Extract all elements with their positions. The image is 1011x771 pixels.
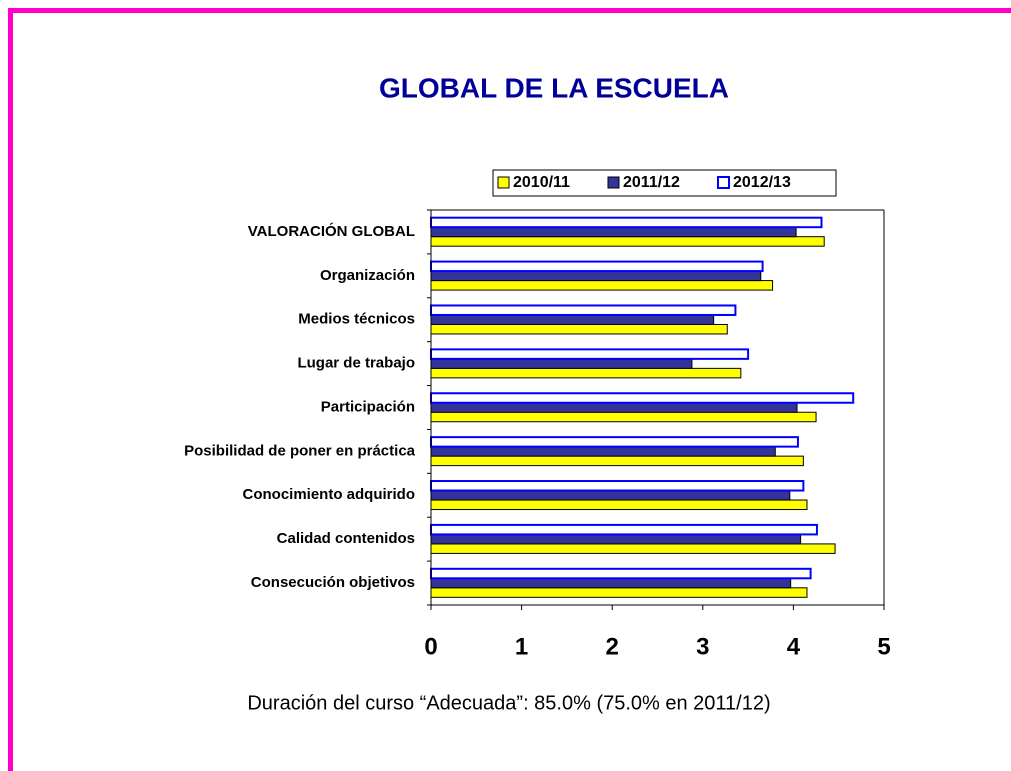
bar [430, 280, 774, 291]
bar [430, 323, 728, 335]
y-tick-label: Calidad contenidos [277, 530, 415, 547]
bar [430, 533, 802, 545]
x-tick-label: 0 [424, 633, 437, 660]
legend-box [492, 169, 837, 197]
bar [430, 314, 715, 325]
bar [430, 411, 817, 423]
y-tick-label: Consecución objetivos [251, 574, 415, 591]
x-tick-label: 4 [787, 633, 801, 660]
y-tick-label: VALORACIÓN GLOBAL [248, 222, 415, 240]
bar [430, 543, 836, 554]
legend-label: 2011/12 [623, 174, 680, 191]
y-tick-label: Organización [320, 267, 415, 284]
x-tick-label: 5 [877, 633, 890, 660]
bar [430, 567, 812, 580]
legend-label: 2012/13 [733, 174, 791, 191]
annotation: Duración del curso “Adecuada”: 85.0% (75… [247, 692, 770, 714]
bar [430, 480, 805, 492]
bar [430, 402, 798, 413]
legend-label: 2010/11 [513, 174, 570, 191]
left-border [8, 8, 13, 771]
bar [430, 499, 808, 511]
bar [430, 587, 808, 598]
y-tick-label: Posibilidad de poner en práctica [184, 442, 416, 459]
legend-swatch [497, 176, 510, 189]
bar [430, 436, 799, 448]
legend-swatch [607, 176, 620, 189]
bar [430, 523, 818, 536]
bar [430, 226, 797, 238]
bar [430, 577, 792, 589]
chart-title: GLOBAL DE LA ESCUELA [379, 72, 729, 103]
bar [430, 392, 855, 404]
bar [430, 358, 693, 369]
bar [430, 455, 804, 467]
y-tick-label: Lugar de trabajo [297, 355, 415, 372]
bar [430, 304, 737, 316]
y-tick-label: Conocimiento adquirido [243, 486, 416, 503]
x-tick-label: 2 [606, 633, 619, 660]
y-tick-label: Participación [321, 398, 415, 415]
x-tick-label: 3 [696, 633, 709, 660]
bar [430, 367, 742, 379]
top-border [10, 8, 1011, 13]
bar [430, 270, 762, 282]
bar [430, 260, 764, 273]
y-tick-label: Medios técnicos [298, 311, 415, 328]
bar [430, 216, 823, 229]
bar [430, 348, 750, 360]
bar [430, 236, 825, 247]
bar [430, 490, 791, 501]
x-tick-label: 1 [515, 633, 528, 660]
bar [430, 446, 776, 457]
legend-swatch [717, 176, 730, 189]
